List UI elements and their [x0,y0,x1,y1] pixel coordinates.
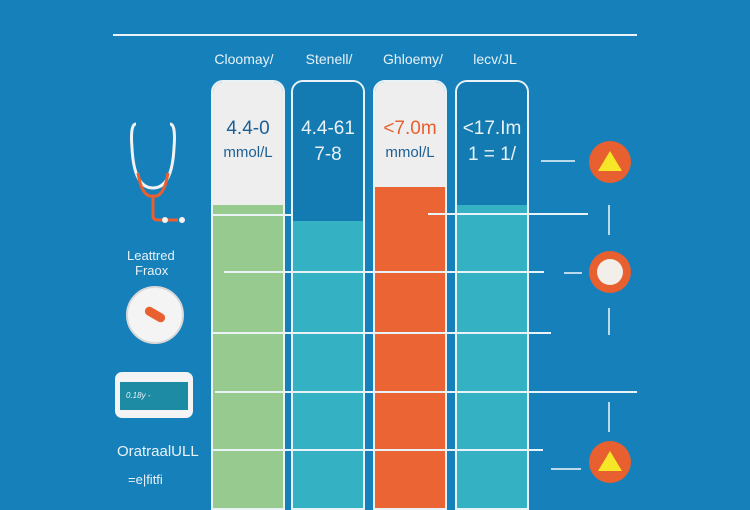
dash [564,272,582,274]
column-1: 4.4-0 mmol/L [211,80,285,510]
grid-line [211,449,543,451]
risk-label-2: Fraox [135,263,169,278]
pill-icon [126,286,184,344]
header-3: Ghloemy/ [383,51,443,67]
header-2: Stenell/ [305,51,353,67]
device-screen: 0.18y - [120,382,188,410]
column-4: <17.Im 1 = 1/ [455,80,529,510]
connector [608,308,610,335]
dash [551,468,581,470]
value-3: <7.0m [383,118,437,139]
face-icon [597,259,623,285]
unit-3: mmol/L [385,144,435,161]
grid-line [211,214,291,216]
warning-icon [598,151,622,171]
warning-badge-top [589,141,631,183]
header-4: lecv/JL [473,51,517,67]
header-1: Cloomay/ [214,51,274,67]
grid-line [428,213,588,215]
stethoscope-icon [130,122,185,223]
grid-line [224,271,544,273]
bottom-label: OratraalULL [117,443,199,460]
warning-icon [598,451,622,471]
value-4: <17.Im [462,118,522,139]
value-2: 4.4-61 [301,118,355,139]
unit-1: mmol/L [223,144,273,161]
risk-label: Leattred [127,248,175,263]
bottom-sublabel: =e|fitfi [128,472,163,487]
column-3: <7.0m mmol/L [373,80,447,510]
value-1: 4.4-0 [226,118,270,139]
grid-line [211,332,551,334]
grid-line [215,391,637,393]
column-2: 4.4-61 7-8 [291,80,365,510]
connector [608,402,610,432]
unit-2: 7-8 [314,144,342,165]
warning-badge-bottom [589,441,631,483]
connector [608,205,610,235]
dash [541,160,575,162]
glucometer-icon: 0.18y - [115,372,193,418]
face-badge [589,251,631,293]
top-rule [113,34,637,36]
unit-4: 1 = 1/ [467,144,517,165]
